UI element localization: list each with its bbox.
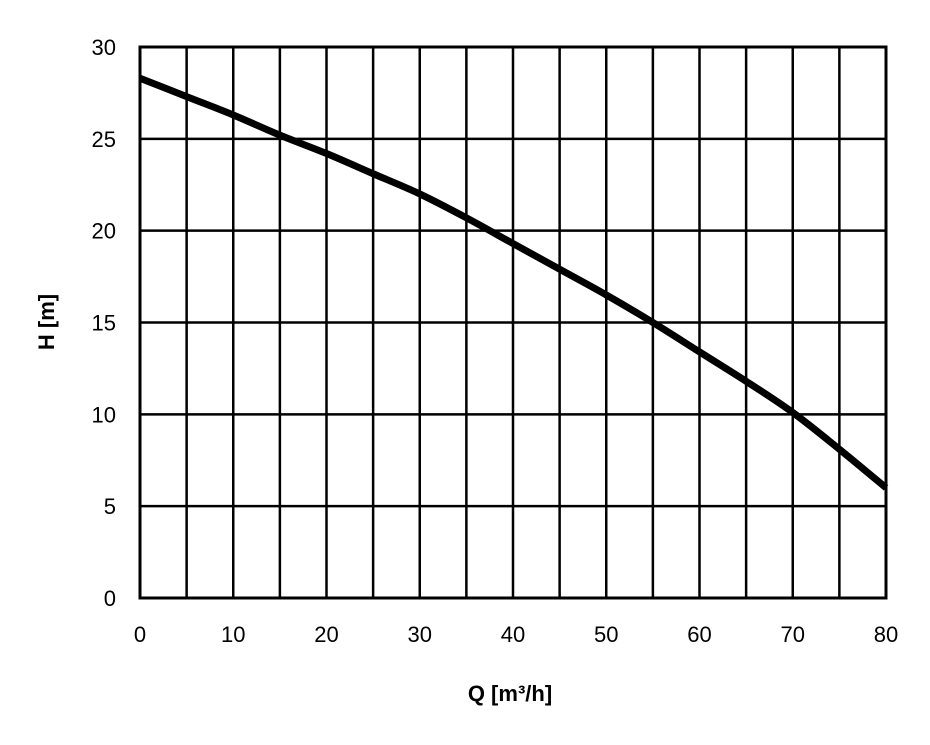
x-tick-label: 50 bbox=[594, 622, 618, 647]
y-tick-label: 0 bbox=[104, 586, 116, 611]
x-tick-label: 30 bbox=[408, 622, 432, 647]
grid bbox=[140, 47, 886, 598]
y-tick-label: 5 bbox=[104, 494, 116, 519]
y-tick-label: 15 bbox=[92, 311, 116, 336]
plot-frame bbox=[138, 45, 888, 600]
x-tick-label: 40 bbox=[501, 622, 525, 647]
series-layer bbox=[138, 74, 889, 491]
y-tick-label: 10 bbox=[92, 402, 116, 427]
x-tick-label: 10 bbox=[221, 622, 245, 647]
x-axis-title: Q [m³/h] bbox=[468, 681, 552, 706]
plot-border bbox=[138, 45, 888, 600]
y-tick-label: 20 bbox=[92, 219, 116, 244]
x-tick-label: 20 bbox=[314, 622, 338, 647]
y-tick-label: 25 bbox=[92, 127, 116, 152]
x-tick-label: 80 bbox=[874, 622, 898, 647]
pump-curve-line bbox=[138, 74, 889, 491]
x-tick-label: 60 bbox=[687, 622, 711, 647]
x-axis-tick-labels: 0 10 20 30 40 50 60 70 80 bbox=[134, 622, 898, 647]
y-axis-tick-labels: 0 5 10 15 20 25 30 bbox=[92, 35, 116, 611]
y-tick-label: 30 bbox=[92, 35, 116, 60]
x-tick-label: 0 bbox=[134, 622, 146, 647]
y-axis-title: H [m] bbox=[34, 294, 59, 350]
x-tick-label: 70 bbox=[781, 622, 805, 647]
